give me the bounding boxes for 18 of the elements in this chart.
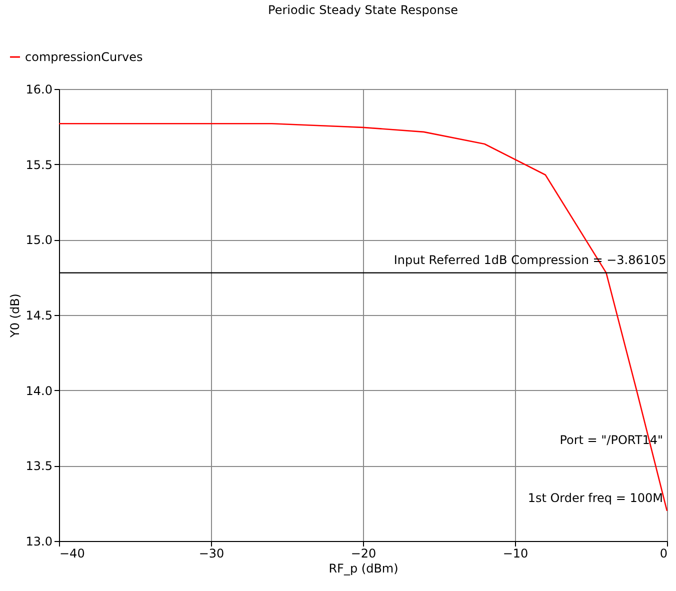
y-tick-label: 15.0 — [26, 233, 52, 248]
x-tick-label: −30 — [198, 546, 224, 560]
y-axis-title: Y0 (dB) — [8, 294, 22, 338]
x-tick-label: −10 — [502, 546, 528, 560]
line-series — [58, 123, 668, 512]
y-tick-label: 15.5 — [26, 158, 52, 172]
y-tick-label: 13.5 — [26, 459, 52, 474]
legend-label: compressionCurves — [25, 50, 143, 64]
chart-title: Periodic Steady State Response — [268, 3, 458, 17]
x-tick-label: 0 — [660, 546, 668, 560]
x-tick-label: −20 — [350, 546, 376, 560]
y-tick-label: 13.0 — [26, 534, 52, 548]
y-tick-label: 14.0 — [26, 384, 52, 398]
x-tick-label: −40 — [60, 546, 85, 560]
x-axis-title: RF_p (dBm) — [328, 562, 398, 576]
y-tick-label: 14.5 — [26, 308, 52, 322]
annotation: 1st Order freq = 100M — [528, 491, 663, 505]
y-tick-label: 16.0 — [26, 82, 52, 96]
